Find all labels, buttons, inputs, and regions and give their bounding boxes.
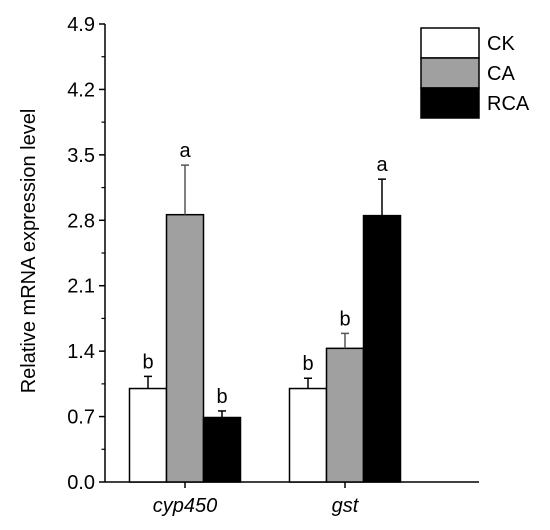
y-tick-label: 0.0	[67, 472, 95, 494]
legend-label: CA	[487, 63, 515, 85]
legend-swatch-ck	[420, 27, 480, 59]
y-axis: 0.0 0.7 1.4 2.1 2.8 3.5 4.2 4.9	[67, 14, 106, 494]
bar-ca-gst	[325, 347, 365, 483]
significance-label: b	[142, 351, 153, 373]
legend-label: RCA	[487, 93, 530, 115]
bars: b a b b b a	[128, 140, 402, 483]
bar-rca-gst	[362, 214, 402, 483]
y-tick-label: 2.1	[67, 276, 95, 298]
bar-ck-gst	[288, 387, 328, 483]
significance-label: b	[302, 353, 313, 375]
x-tick-label: cyp450	[153, 495, 218, 517]
y-tick-label: 2.8	[67, 210, 95, 232]
legend: CK CA RCA	[420, 27, 530, 119]
y-tick-label: 4.9	[67, 14, 95, 36]
bar-ck-cyp450	[128, 387, 168, 483]
legend-swatch-rca	[420, 87, 480, 119]
x-tick-label: gst	[332, 495, 360, 517]
significance-label: a	[376, 154, 388, 176]
bar-rca-cyp450	[202, 416, 242, 483]
legend-label: CK	[487, 33, 515, 55]
y-tick-label: 4.2	[67, 79, 95, 101]
x-axis: cyp450 gst	[105, 481, 479, 517]
y-tick-label: 1.4	[67, 341, 95, 363]
y-axis-title: Relative mRNA expression level	[18, 109, 40, 394]
significance-label: a	[179, 140, 191, 162]
y-tick-label: 0.7	[67, 407, 95, 429]
significance-label: b	[216, 386, 227, 408]
legend-swatch-ca	[420, 57, 480, 89]
bar-ca-cyp450	[165, 213, 205, 483]
y-tick-label: 3.5	[67, 145, 95, 167]
significance-label: b	[339, 308, 350, 330]
